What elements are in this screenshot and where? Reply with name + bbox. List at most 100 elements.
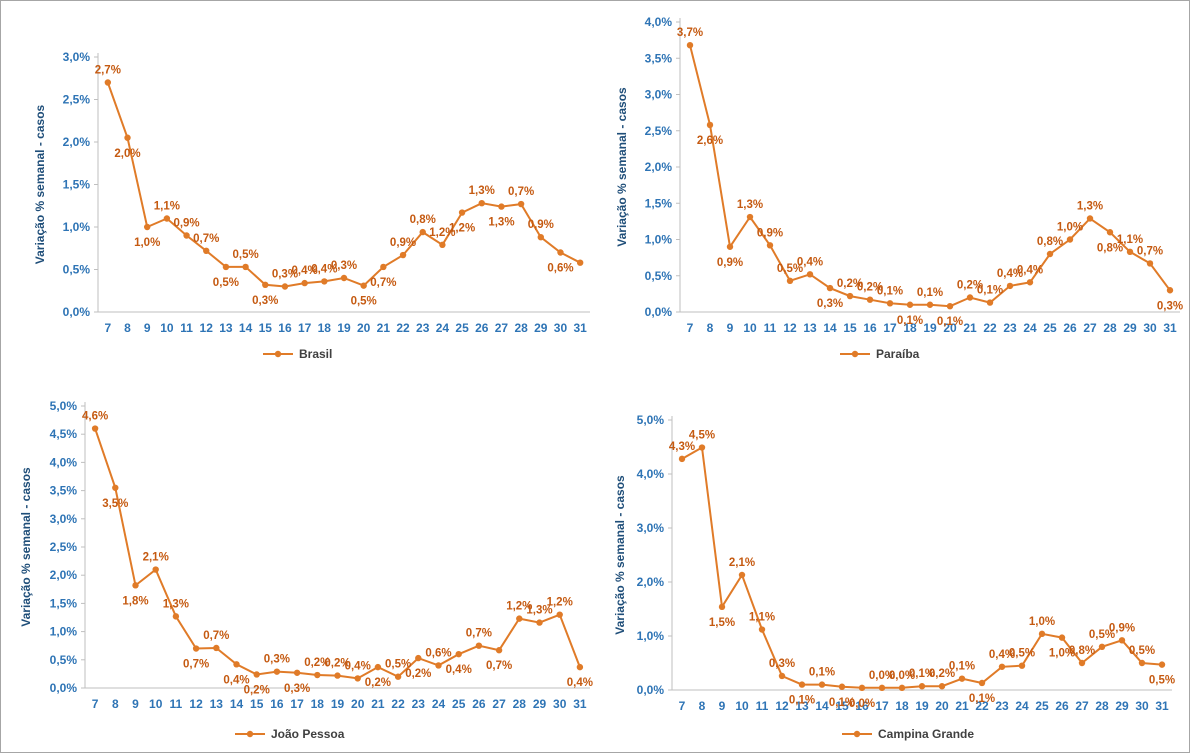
x-tick-label: 14 — [230, 697, 244, 711]
data-point — [798, 681, 806, 688]
y-tick-label: 4,0% — [637, 467, 665, 481]
x-tick-label: 19 — [923, 321, 937, 335]
data-point — [1138, 659, 1146, 667]
data-label: 1,1% — [154, 201, 180, 213]
data-point — [1118, 637, 1126, 644]
data-point — [838, 683, 846, 690]
x-tick-label: 25 — [1035, 699, 1049, 713]
x-tick-label: 10 — [160, 321, 174, 335]
x-tick-label: 12 — [189, 697, 203, 711]
x-tick-label: 9 — [144, 321, 151, 335]
x-tick-label: 28 — [513, 697, 527, 711]
y-tick-label: 1,0% — [63, 220, 91, 234]
data-point — [213, 644, 220, 652]
x-tick-label: 11 — [756, 699, 769, 713]
data-label: 0,2% — [837, 278, 863, 290]
data-label: 0,1% — [877, 285, 903, 297]
data-point — [818, 681, 826, 688]
data-point — [144, 223, 151, 231]
x-tick-label: 19 — [337, 321, 351, 335]
data-point — [786, 277, 794, 285]
chart-joao-pessoa: 0,0% 0,5% 1,0% 1,5% 2,0% 2,5% 3,0% 3,5% 4,0% 4,5%… — [19, 399, 593, 741]
data-point — [233, 661, 240, 668]
data-label: 0,9% — [390, 237, 416, 249]
legend-label: Paraíba — [876, 347, 920, 361]
data-point — [576, 259, 584, 266]
y-tick-label: 0,0% — [637, 683, 665, 697]
x-tick-label: 8 — [707, 321, 714, 335]
legend-label: João Pessoa — [271, 727, 345, 741]
x-tick-label: 23 — [412, 697, 426, 711]
data-label: 0,5% — [232, 249, 258, 261]
x-tick-label: 26 — [475, 321, 489, 335]
x-tick-label: 27 — [1075, 699, 1089, 713]
x-tick-label: 19 — [915, 699, 929, 713]
x-tick-label: 24 — [432, 697, 446, 711]
y-tick-label: 2,0% — [637, 575, 665, 589]
x-tick-label: 23 — [995, 699, 1009, 713]
y-tick-label: 1,5% — [645, 196, 673, 210]
data-point — [222, 263, 230, 271]
y-tick-label: 3,0% — [645, 88, 673, 102]
data-point — [1038, 630, 1046, 638]
x-tick-label: 18 — [311, 697, 325, 711]
x-tick-label: 7 — [679, 699, 686, 713]
x-tick-label: 29 — [1123, 321, 1137, 335]
data-point — [1106, 229, 1114, 236]
x-tick-label: 10 — [149, 697, 163, 711]
x-tick-label: 17 — [298, 321, 312, 335]
x-tick-label: 30 — [554, 321, 568, 335]
x-tick-label: 10 — [743, 321, 757, 335]
data-point — [399, 251, 407, 259]
data-label: 0,8% — [1097, 242, 1123, 254]
data-point — [419, 228, 426, 236]
data-label: 0,5% — [1149, 675, 1175, 687]
data-point — [314, 671, 321, 679]
data-label: 2,1% — [729, 557, 755, 569]
data-point — [498, 203, 505, 210]
data-point — [576, 663, 584, 671]
data-label: 2,7% — [95, 65, 121, 77]
data-label: 0,9% — [528, 219, 554, 231]
x-tick-label: 24 — [1015, 699, 1029, 713]
data-label: 1,3% — [469, 185, 495, 197]
data-label: 0,3% — [284, 683, 310, 695]
x-tick-label: 26 — [1055, 699, 1069, 713]
data-label: 1,3% — [1077, 200, 1103, 212]
data-point — [778, 672, 786, 680]
x-tick-label: 14 — [823, 321, 837, 335]
data-label: 0,1% — [909, 668, 935, 680]
x-tick-label: 26 — [472, 697, 486, 711]
data-point — [758, 626, 766, 633]
x-tick-label: 30 — [1135, 699, 1149, 713]
data-point — [455, 650, 462, 658]
data-point — [321, 278, 328, 285]
data-point — [293, 669, 301, 676]
y-tick-label: 2,5% — [50, 540, 78, 554]
data-label: 0,7% — [466, 628, 492, 640]
y-tick-label: 0,0% — [63, 305, 91, 319]
y-axis-label: Variação % semanal - casos — [33, 104, 47, 264]
x-tick-label: 23 — [1003, 321, 1017, 335]
data-point — [435, 662, 442, 669]
data-label: 0,4% — [292, 265, 318, 277]
data-label: 1,0% — [1029, 616, 1055, 628]
data-point — [1058, 634, 1066, 641]
y-tick-label: 0,5% — [645, 269, 673, 283]
data-point — [746, 213, 754, 221]
data-label: 0,4% — [446, 664, 472, 676]
data-label: 1,8% — [122, 595, 148, 607]
x-tick-label: 31 — [573, 697, 587, 711]
x-tick-label: 27 — [495, 321, 509, 335]
y-tick-label: 5,0% — [50, 399, 78, 413]
y-tick-label: 1,0% — [645, 233, 673, 247]
data-point — [958, 675, 966, 682]
y-tick-label: 1,0% — [50, 625, 78, 639]
data-label: 4,5% — [689, 430, 715, 442]
data-label: 0,2% — [957, 280, 983, 292]
data-label: 0,2% — [365, 677, 391, 689]
x-tick-label: 12 — [783, 321, 797, 335]
x-tick-label: 11 — [180, 321, 193, 335]
x-tick-label: 13 — [210, 697, 224, 711]
data-label: 0,1% — [977, 285, 1003, 297]
